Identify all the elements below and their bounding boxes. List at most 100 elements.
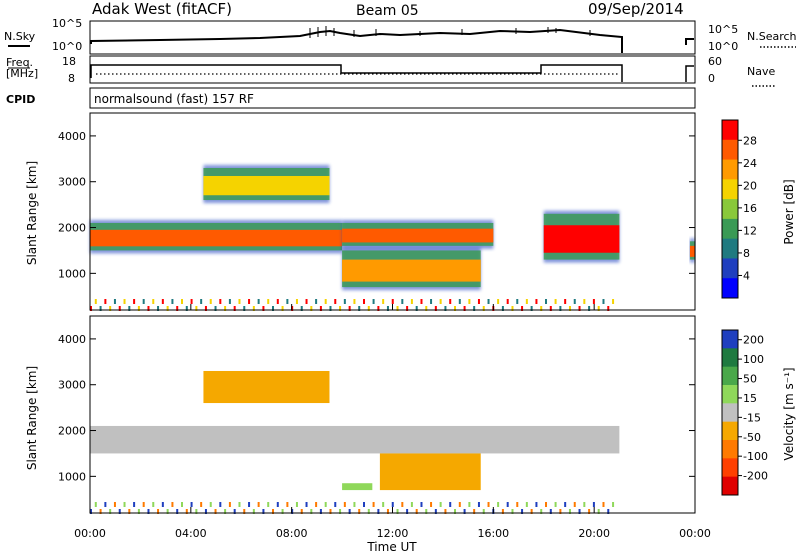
- noise-speck: [109, 306, 112, 311]
- colorbar-tick-label: 16: [743, 202, 757, 215]
- colorbar-tick-label: 15: [743, 392, 757, 405]
- nsky-tick-top: 10^5: [52, 17, 82, 30]
- noise-speck: [243, 509, 246, 514]
- colorbar-tick-label: 50: [743, 373, 757, 386]
- noise-speck: [592, 502, 595, 507]
- noise-speck: [334, 502, 337, 507]
- noise-speck: [248, 502, 251, 507]
- velocity-colorbar-label: Velocity [m s⁻¹]: [782, 367, 796, 460]
- noise-speck: [233, 509, 236, 514]
- y-tick-label: 2000: [58, 425, 86, 438]
- noise-speck: [530, 306, 533, 311]
- colorbar-tick-label: 200: [743, 334, 764, 347]
- noise-speck: [516, 299, 519, 304]
- plot-title: Adak West (fitACF): [92, 0, 232, 18]
- noise-speck: [430, 299, 433, 304]
- noise-speck: [372, 502, 375, 507]
- noise-speck: [382, 299, 385, 304]
- noise-speck: [104, 502, 107, 507]
- noise-speck: [497, 502, 500, 507]
- noise-speck: [597, 509, 600, 514]
- nsky-panel-frame: [89, 20, 696, 55]
- power-colorbar-label: Power [dB]: [782, 179, 796, 244]
- colorbar-swatch: [722, 120, 738, 141]
- noise-speck: [204, 306, 207, 311]
- noise-speck: [171, 299, 174, 304]
- noise-speck: [113, 502, 116, 507]
- colorbar-tick-label: 24: [743, 157, 757, 170]
- velocity-y-axis: 1000 2000 3000 4000: [58, 333, 695, 483]
- beam-label: Beam 05: [356, 3, 419, 19]
- noise-speck: [157, 509, 160, 514]
- power-y-label: Slant Range [km]: [25, 161, 39, 265]
- noise-speck: [281, 509, 284, 514]
- colorbar-swatch: [722, 330, 738, 349]
- noise-speck: [224, 306, 227, 311]
- noise-speck: [449, 299, 452, 304]
- echo-band: [543, 225, 620, 253]
- noise-speck: [272, 306, 275, 311]
- cpid-text: normalsound (fast) 157 RF: [94, 92, 254, 106]
- noise-speck: [94, 299, 97, 304]
- noise-speck: [583, 299, 586, 304]
- noise-speck: [339, 306, 342, 311]
- noise-speck: [99, 306, 102, 311]
- noise-speck: [185, 306, 188, 311]
- echo-band: [342, 483, 373, 491]
- nsky-spikes: [309, 26, 591, 38]
- noise-speck: [377, 509, 380, 514]
- noise-speck: [238, 502, 241, 507]
- noise-speck: [109, 509, 112, 514]
- colorbar-swatch: [722, 278, 738, 299]
- noise-speck: [549, 306, 552, 311]
- noise-speck: [224, 509, 227, 514]
- noise-speck: [535, 299, 538, 304]
- noise-speck: [473, 306, 476, 311]
- noise-speck: [396, 509, 399, 514]
- noise-speck: [343, 502, 346, 507]
- noise-speck: [305, 299, 308, 304]
- noise-speck: [588, 509, 591, 514]
- noise-speck: [305, 502, 308, 507]
- colorbar-swatch: [722, 403, 738, 423]
- noise-speck: [410, 299, 413, 304]
- noise-speck: [161, 502, 164, 507]
- echo-band: [203, 370, 330, 404]
- noise-speck: [568, 509, 571, 514]
- noise-speck: [128, 509, 131, 514]
- noise-speck: [295, 299, 298, 304]
- noise-speck: [588, 306, 591, 311]
- noise-speck: [573, 299, 576, 304]
- noise-speck: [477, 299, 480, 304]
- noise-speck: [612, 502, 615, 507]
- noise-speck: [430, 502, 433, 507]
- noise-speck: [248, 299, 251, 304]
- noise-speck: [444, 509, 447, 514]
- noise-speck: [90, 306, 92, 311]
- y-tick-label: 4000: [58, 333, 86, 346]
- nsky-tick-bottom: 10^0: [52, 40, 82, 53]
- noise-speck: [477, 502, 480, 507]
- noise-speck: [267, 502, 270, 507]
- x-tick-label: 20:00: [578, 527, 610, 540]
- colorbar-swatch: [722, 159, 738, 180]
- noise-speck: [439, 502, 442, 507]
- noise-speck: [334, 299, 337, 304]
- noise-speck: [463, 306, 466, 311]
- noise-speck: [243, 306, 246, 311]
- y-tick-label: 3000: [58, 176, 86, 189]
- noise-speck: [113, 299, 116, 304]
- noise-speck: [219, 299, 222, 304]
- noise-speck: [406, 509, 409, 514]
- noise-speck: [295, 502, 298, 507]
- noise-speck: [219, 502, 222, 507]
- colorbar-swatch: [722, 238, 738, 259]
- noise-speck: [525, 299, 528, 304]
- noise-speck: [454, 509, 457, 514]
- noise-speck: [353, 502, 356, 507]
- noise-speck: [501, 509, 504, 514]
- noise-speck: [597, 306, 600, 311]
- colorbar-swatch: [722, 348, 738, 368]
- noise-speck: [209, 502, 212, 507]
- noise-speck: [473, 509, 476, 514]
